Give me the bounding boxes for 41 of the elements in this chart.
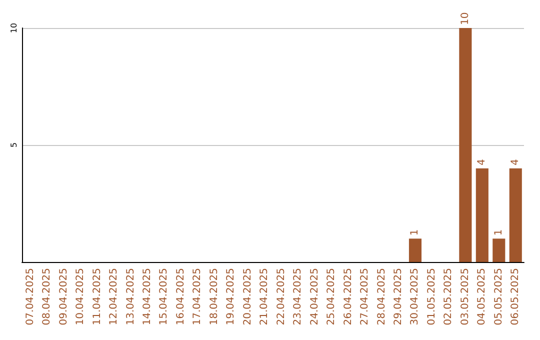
x-tick-label: 08.04.2025 bbox=[42, 268, 53, 326]
x-tick-label: 19.04.2025 bbox=[226, 268, 237, 326]
x-tick-label: 02.05.2025 bbox=[443, 268, 454, 326]
x-tick-label: 18.04.2025 bbox=[208, 268, 220, 326]
bar bbox=[509, 168, 522, 262]
x-tick-label: 11.04.2025 bbox=[92, 268, 103, 326]
x-tick-label: 24.04.2025 bbox=[309, 268, 320, 326]
x-tick-label: 20.04.2025 bbox=[242, 268, 254, 326]
x-tick-label: 16.04.2025 bbox=[175, 268, 186, 326]
x-tick-label: 27.04.2025 bbox=[360, 268, 371, 326]
data-label: 1 bbox=[410, 229, 421, 236]
x-tick-label: 01.05.2025 bbox=[426, 268, 438, 326]
x-tick-label: 30.04.2025 bbox=[410, 268, 421, 326]
x-tick-label: 25.04.2025 bbox=[326, 268, 338, 326]
x-tick-label: 06.05.2025 bbox=[510, 268, 522, 326]
data-label: 10 bbox=[460, 12, 471, 25]
bar bbox=[408, 238, 422, 262]
x-tick-label: 17.04.2025 bbox=[192, 268, 204, 326]
x-tick-label: 29.04.2025 bbox=[393, 268, 404, 326]
x-tick-label: 12.04.2025 bbox=[108, 268, 120, 326]
x-tick-label: 10.04.2025 bbox=[75, 268, 86, 326]
data-label: 4 bbox=[476, 159, 488, 166]
x-tick-label: 03.05.2025 bbox=[460, 268, 471, 326]
data-label: 4 bbox=[510, 159, 522, 166]
y-tick-label: 5 bbox=[10, 142, 18, 148]
data-label: 1 bbox=[493, 229, 504, 236]
x-tick-label: 28.04.2025 bbox=[376, 268, 388, 326]
x-tick-label: 21.04.2025 bbox=[259, 268, 270, 326]
x-tick-label: 07.04.2025 bbox=[24, 268, 36, 326]
x-tick-label: 14.04.2025 bbox=[142, 268, 153, 326]
x-tick-label: 26.04.2025 bbox=[342, 268, 354, 326]
x-tick-label: 09.04.2025 bbox=[58, 268, 70, 326]
x-tick-label: 22.04.2025 bbox=[276, 268, 287, 326]
x-tick-label: 05.05.2025 bbox=[493, 268, 504, 326]
bar bbox=[459, 28, 472, 262]
x-tick-label: 13.04.2025 bbox=[125, 268, 136, 326]
x-tick-label: 04.05.2025 bbox=[476, 268, 488, 326]
x-tick-label: 23.04.2025 bbox=[292, 268, 304, 326]
bar bbox=[476, 168, 488, 262]
x-tick-label: 15.04.2025 bbox=[158, 268, 170, 326]
bar bbox=[492, 238, 506, 262]
